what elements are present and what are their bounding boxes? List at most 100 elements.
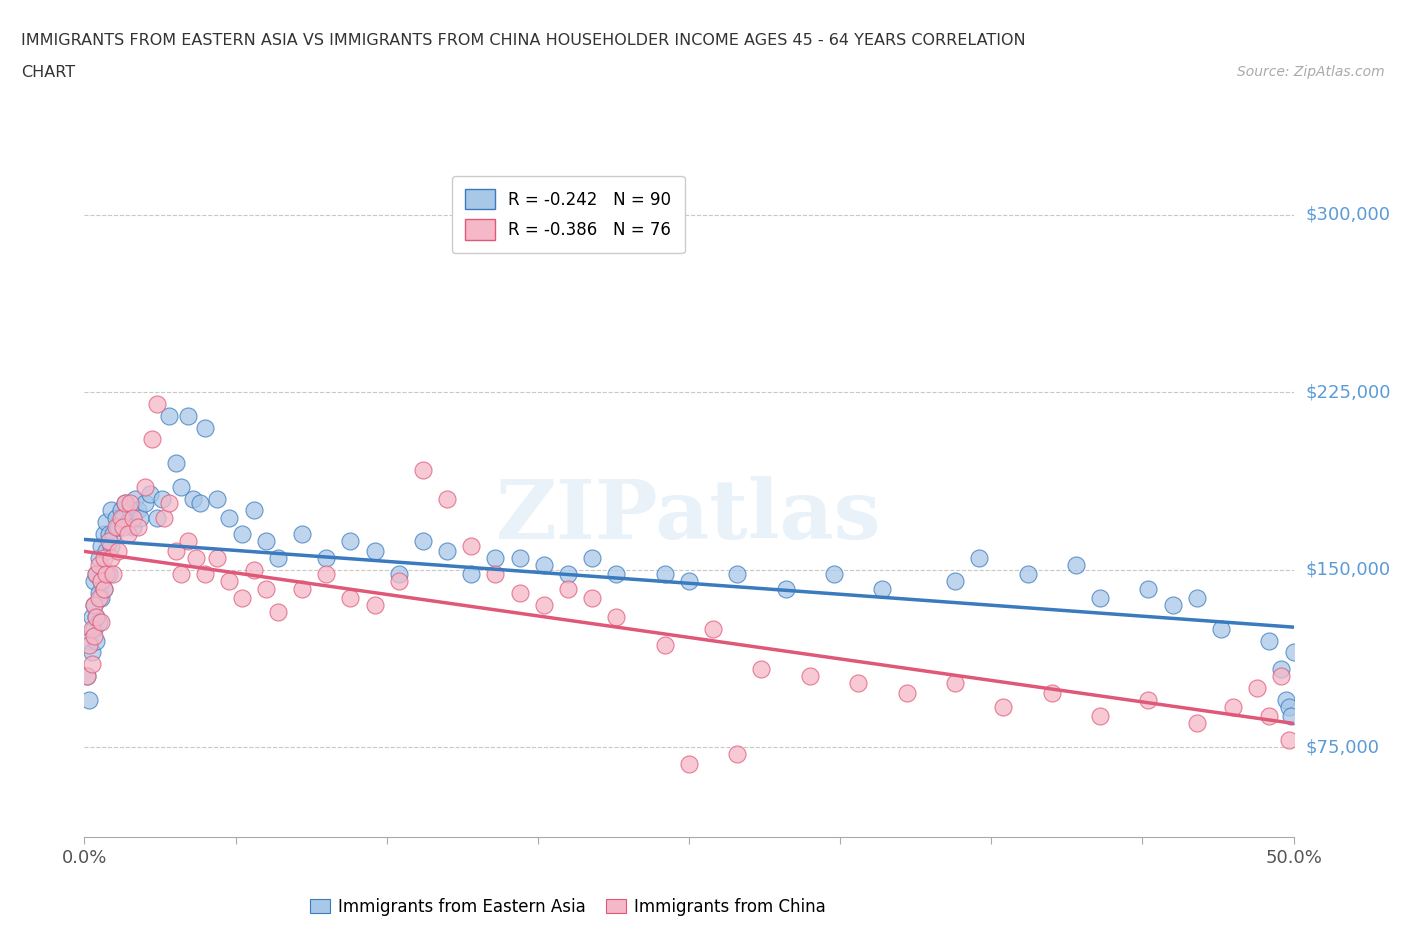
Point bbox=[170, 479, 193, 494]
Point bbox=[80, 609, 103, 624]
Point bbox=[170, 567, 193, 582]
Point bbox=[581, 591, 603, 605]
Point bbox=[93, 551, 115, 565]
Point bbox=[1270, 669, 1292, 684]
Point bbox=[799, 669, 821, 684]
Point bbox=[104, 511, 127, 525]
Point bbox=[100, 551, 122, 565]
Point bbox=[339, 534, 361, 549]
Point bbox=[967, 551, 990, 565]
Text: $300,000: $300,000 bbox=[1306, 206, 1391, 224]
Point bbox=[605, 567, 627, 582]
Point bbox=[412, 463, 434, 478]
Point bbox=[1209, 621, 1232, 636]
Point bbox=[267, 604, 290, 619]
Point bbox=[120, 496, 142, 511]
Point bbox=[90, 614, 112, 629]
Point bbox=[363, 543, 385, 558]
Point bbox=[218, 511, 240, 525]
Point bbox=[702, 621, 724, 636]
Point bbox=[181, 491, 204, 506]
Point bbox=[83, 621, 105, 636]
Point bbox=[107, 520, 129, 535]
Point bbox=[509, 586, 531, 601]
Point bbox=[87, 557, 110, 572]
Point bbox=[218, 574, 240, 589]
Point bbox=[678, 574, 700, 589]
Point bbox=[90, 591, 112, 605]
Point bbox=[231, 591, 253, 605]
Point bbox=[725, 747, 748, 762]
Point bbox=[605, 609, 627, 624]
Point bbox=[86, 609, 108, 624]
Point bbox=[943, 574, 966, 589]
Point bbox=[823, 567, 845, 582]
Text: ZIPatlas: ZIPatlas bbox=[496, 475, 882, 555]
Legend: Immigrants from Eastern Asia, Immigrants from China: Immigrants from Eastern Asia, Immigrants… bbox=[304, 891, 832, 923]
Point bbox=[231, 526, 253, 541]
Point bbox=[80, 657, 103, 671]
Point bbox=[134, 496, 156, 511]
Point bbox=[267, 551, 290, 565]
Point bbox=[1258, 633, 1281, 648]
Point bbox=[1017, 567, 1039, 582]
Point bbox=[76, 669, 98, 684]
Point bbox=[80, 645, 103, 660]
Point bbox=[157, 496, 180, 511]
Point bbox=[291, 526, 314, 541]
Point bbox=[1088, 709, 1111, 724]
Point bbox=[581, 551, 603, 565]
Point bbox=[157, 408, 180, 423]
Point bbox=[1161, 598, 1184, 613]
Point bbox=[484, 567, 506, 582]
Point bbox=[194, 567, 217, 582]
Point bbox=[87, 586, 110, 601]
Point bbox=[112, 520, 135, 535]
Point bbox=[114, 496, 136, 511]
Point bbox=[315, 551, 337, 565]
Point bbox=[83, 574, 105, 589]
Point bbox=[153, 511, 176, 525]
Point bbox=[94, 543, 117, 558]
Point bbox=[484, 551, 506, 565]
Point bbox=[114, 496, 136, 511]
Point bbox=[254, 534, 277, 549]
Point bbox=[1222, 699, 1244, 714]
Point bbox=[460, 567, 482, 582]
Point bbox=[363, 598, 385, 613]
Point bbox=[872, 581, 894, 596]
Point bbox=[254, 581, 277, 596]
Point bbox=[87, 591, 110, 605]
Point bbox=[117, 526, 139, 541]
Point bbox=[436, 491, 458, 506]
Point bbox=[315, 567, 337, 582]
Point bbox=[90, 574, 112, 589]
Point bbox=[103, 526, 125, 541]
Point bbox=[1088, 591, 1111, 605]
Point bbox=[104, 520, 127, 535]
Point bbox=[112, 511, 135, 525]
Point bbox=[846, 676, 869, 691]
Point bbox=[725, 567, 748, 582]
Point bbox=[100, 538, 122, 553]
Point bbox=[86, 609, 108, 624]
Point bbox=[751, 661, 773, 676]
Point bbox=[1137, 692, 1160, 707]
Point bbox=[77, 633, 100, 648]
Point bbox=[388, 567, 411, 582]
Point bbox=[533, 598, 555, 613]
Point bbox=[127, 503, 149, 518]
Point bbox=[90, 538, 112, 553]
Point bbox=[97, 534, 120, 549]
Point bbox=[1258, 709, 1281, 724]
Text: $75,000: $75,000 bbox=[1306, 738, 1379, 756]
Point bbox=[557, 567, 579, 582]
Point bbox=[436, 543, 458, 558]
Point bbox=[93, 526, 115, 541]
Point bbox=[80, 621, 103, 636]
Point bbox=[165, 543, 187, 558]
Text: $225,000: $225,000 bbox=[1306, 383, 1391, 401]
Point bbox=[1064, 557, 1087, 572]
Point bbox=[83, 598, 105, 613]
Text: Source: ZipAtlas.com: Source: ZipAtlas.com bbox=[1237, 65, 1385, 79]
